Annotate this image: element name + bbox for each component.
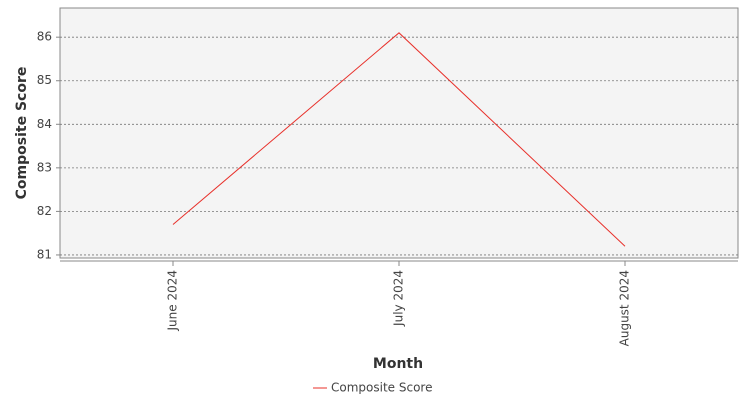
y-axis-title: Composite Score	[14, 67, 30, 200]
x-axis-title: Month	[373, 356, 423, 372]
y-tick-label: 84	[37, 117, 52, 131]
y-tick-label: 81	[37, 247, 52, 261]
x-tick-label: July 2024	[392, 270, 406, 327]
y-tick-label: 83	[37, 160, 52, 174]
y-tick-label: 82	[37, 204, 52, 218]
plot-area	[59, 7, 739, 259]
y-tick-label: 86	[37, 30, 52, 44]
series-line	[172, 32, 626, 247]
legend-label: Composite Score	[331, 381, 432, 395]
x-tick-label: June 2024	[166, 270, 180, 332]
y-tick-label: 85	[37, 73, 52, 87]
x-tick-label: August 2024	[618, 270, 632, 346]
